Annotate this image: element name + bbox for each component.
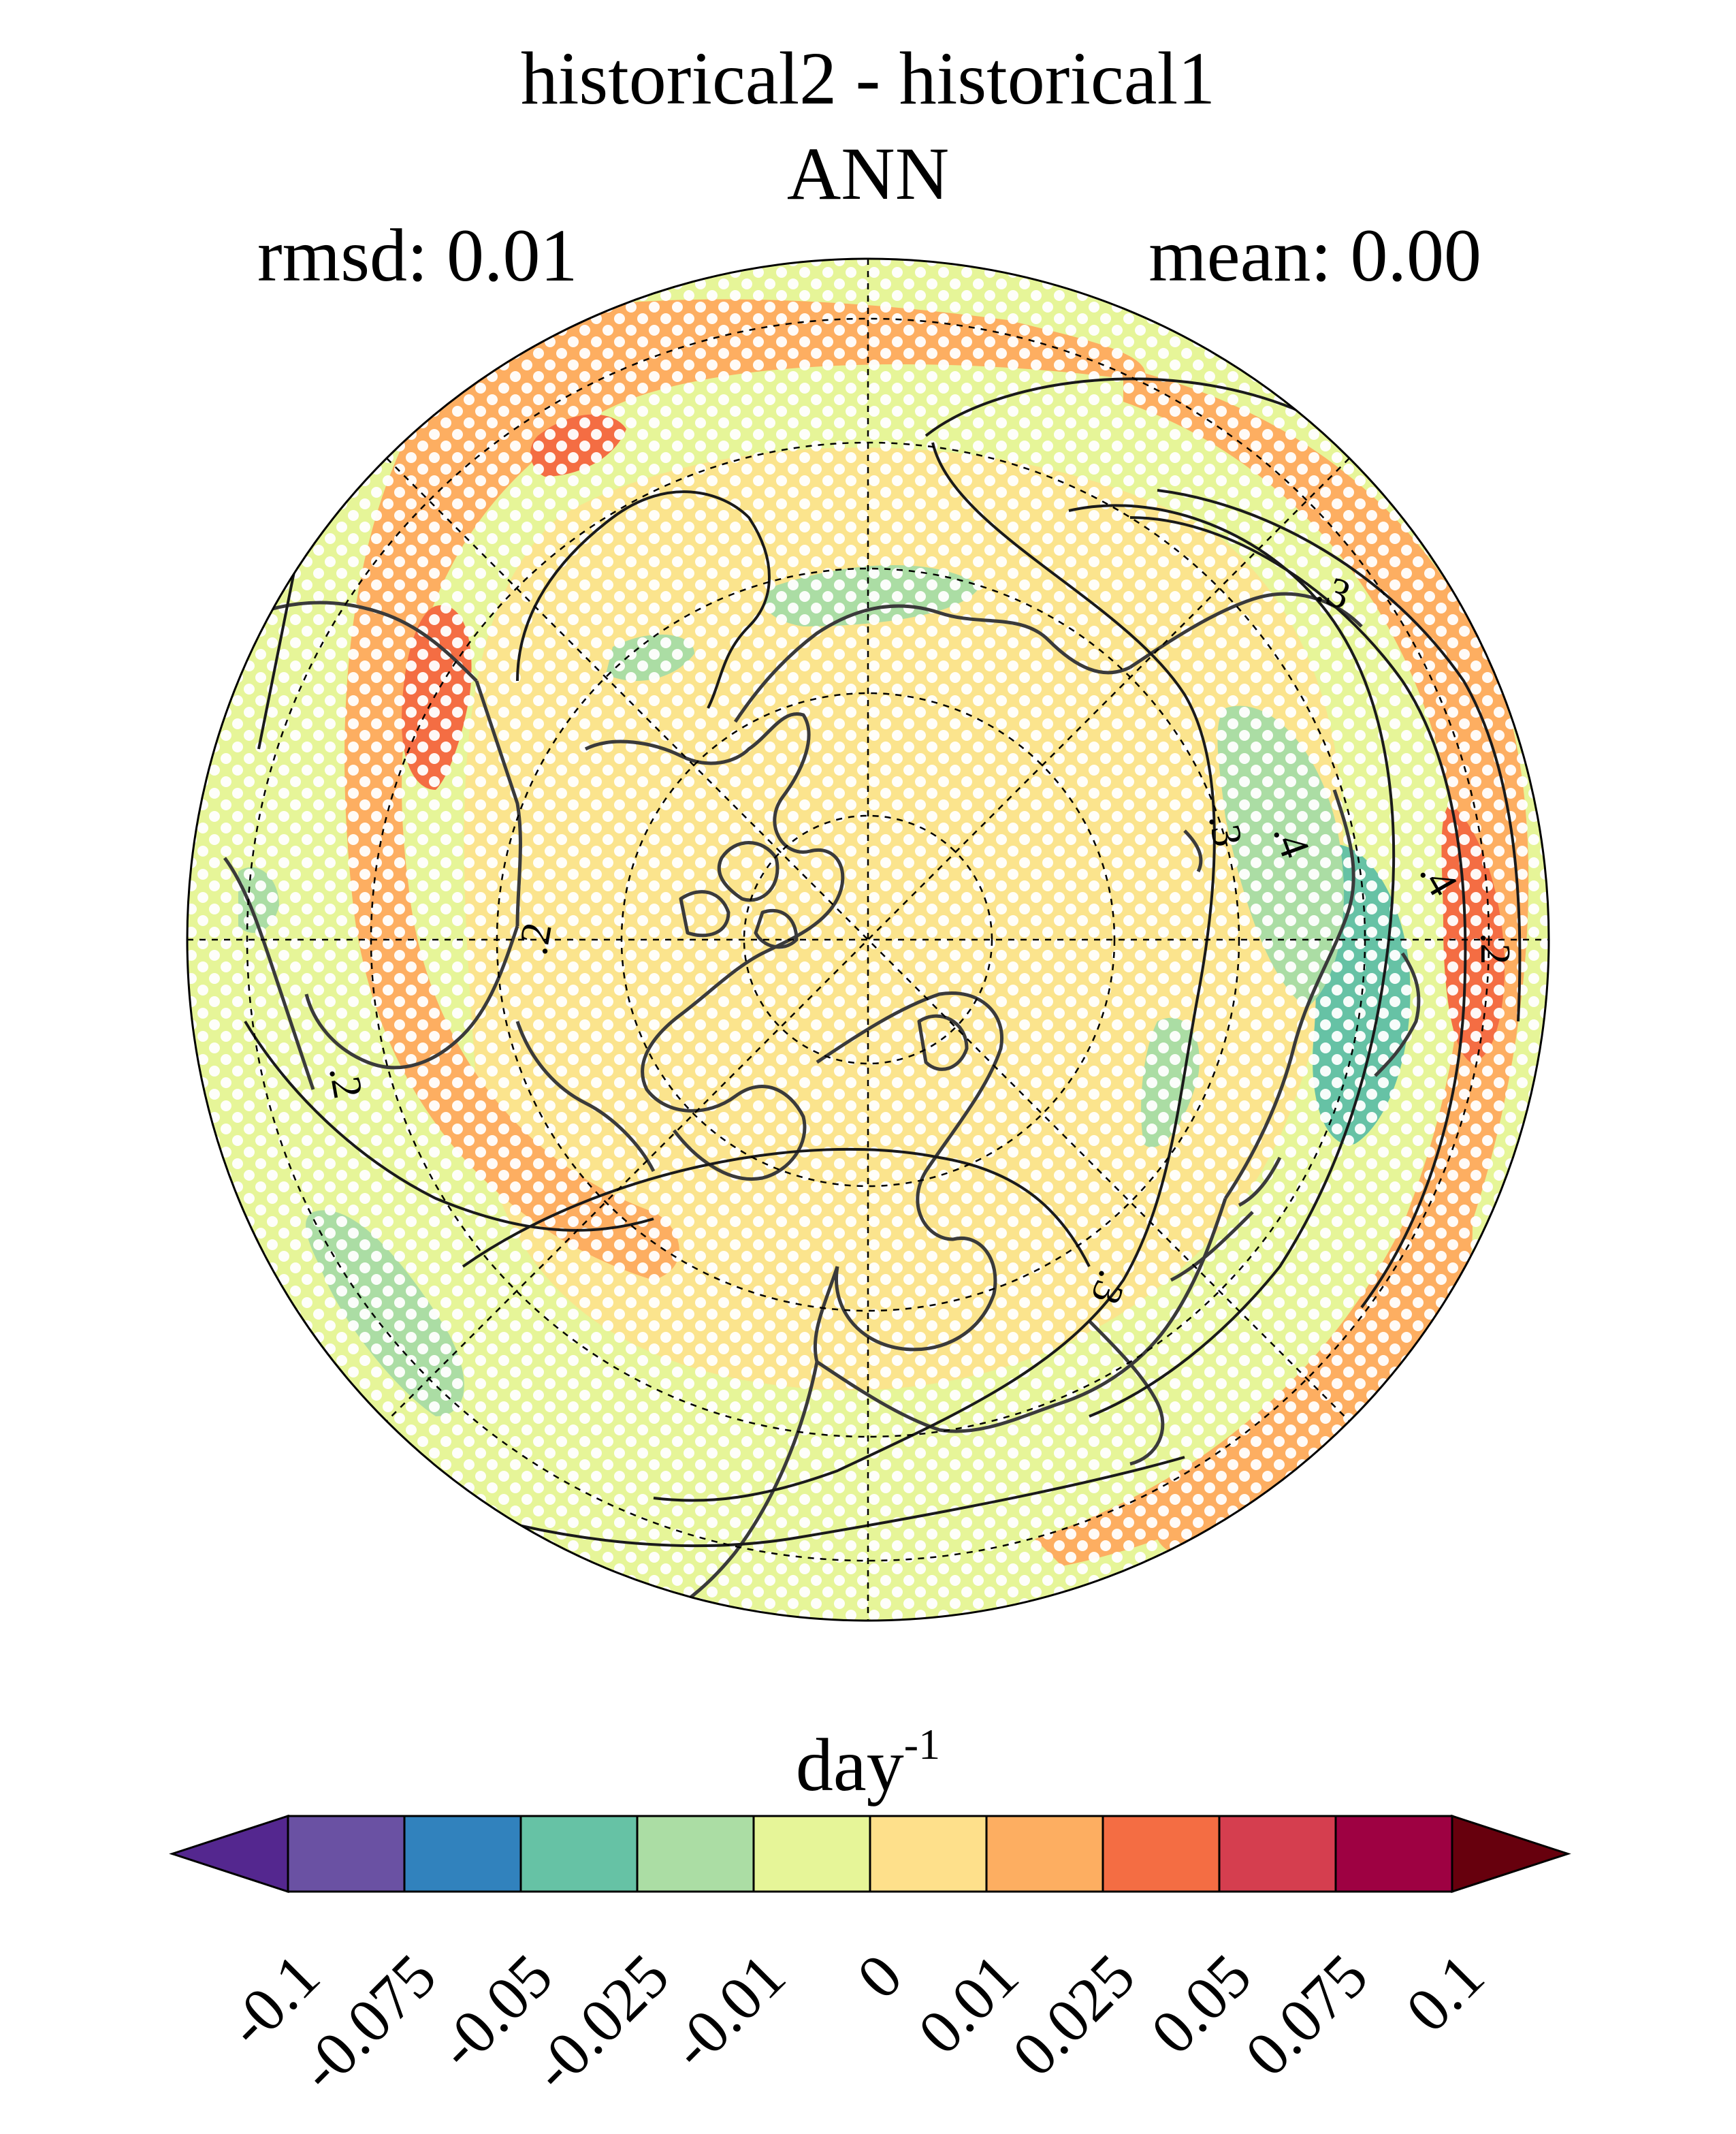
- colorbar-swatch: [519, 1815, 639, 1893]
- colorbar-swatch: [1334, 1815, 1453, 1893]
- colorbar: [169, 1814, 1571, 1894]
- colorbar-swatch: [869, 1815, 988, 1893]
- colorbar-extend-high: [1451, 1814, 1571, 1894]
- colorbar-swatch: [752, 1815, 871, 1893]
- plot-subtitle: ANN: [786, 132, 950, 215]
- units-base: day: [795, 1723, 904, 1806]
- colorbar-swatch: [636, 1815, 755, 1893]
- colorbar-swatch: [1218, 1815, 1337, 1893]
- colorbar-swatch: [403, 1815, 522, 1893]
- units-exponent: -1: [903, 1720, 941, 1768]
- colorbar-extend-low: [169, 1814, 289, 1894]
- contour-label: .2: [1472, 933, 1518, 965]
- map-border: [186, 257, 1550, 1622]
- colorbar-swatch: [985, 1815, 1104, 1893]
- plot-title: historical2 - historical1: [520, 37, 1216, 120]
- rmsd-stat: rmsd: 0.01: [257, 214, 578, 297]
- coastlines: [202, 592, 1421, 1621]
- graticule: [187, 259, 1549, 1621]
- colorbar-swatch: [1102, 1815, 1221, 1893]
- mean-stat: mean: 0.00: [1148, 214, 1481, 297]
- colorbar-units: day-1: [0, 1720, 1736, 1803]
- colorbar-swatch: [287, 1815, 406, 1893]
